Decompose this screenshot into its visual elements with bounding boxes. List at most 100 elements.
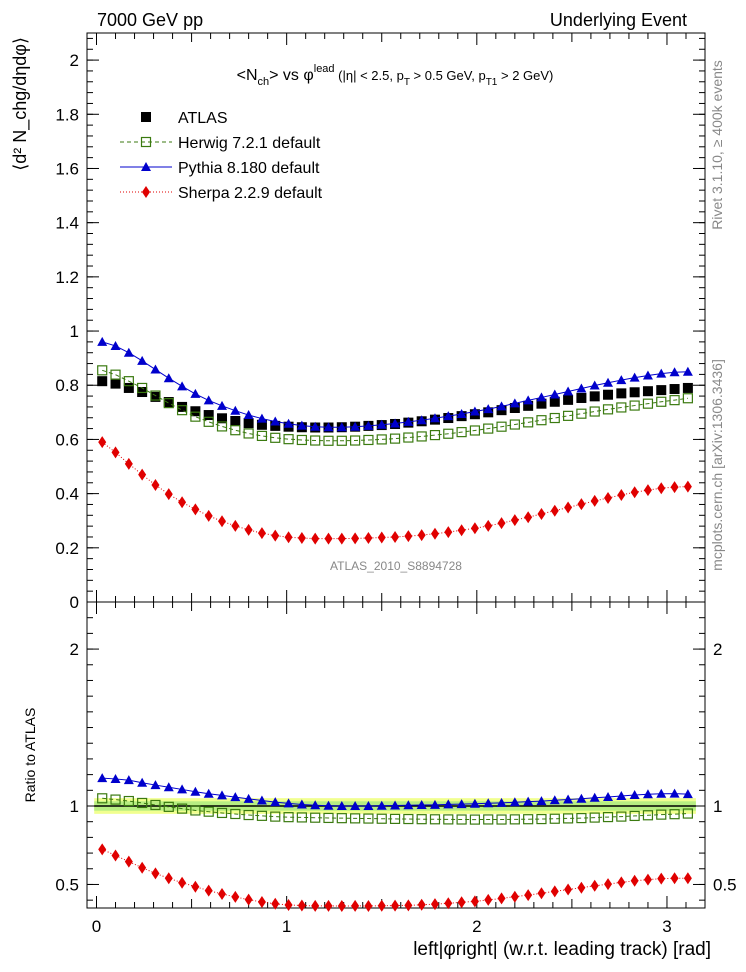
data-point-pythia [243,410,254,420]
legend-label-pythia: Pythia 8.180 default [178,160,320,177]
legend-label-herwig: Herwig 7.2.1 default [178,135,321,152]
ratio-point-sherpa [564,883,573,896]
data-point-atlas [576,392,587,403]
data-point-pythia [363,420,374,430]
ratio-point-pythia [177,784,188,794]
legend-item-herwig: Herwig 7.2.1 default [120,135,321,152]
data-point-pythia [629,372,640,382]
ratio-point-herwig [150,799,161,811]
data-point-pythia [283,418,294,428]
ratio-point-sherpa [337,899,346,912]
ratio-point-sherpa [231,890,240,903]
data-point-sherpa [564,501,573,514]
data-point-herwig [296,434,307,446]
data-point-pythia [469,406,480,416]
ratio-y-axis-label: Ratio to ATLAS [22,708,38,803]
ratio-point-herwig [256,810,268,821]
data-point-sherpa [324,532,333,545]
ratio-point-sherpa [164,872,173,885]
ratio-point-sherpa [457,896,466,909]
data-point-sherpa [510,514,519,527]
ratio-point-pythia [350,801,361,810]
legend-marker-sherpa [142,186,150,198]
data-point-sherpa [391,530,400,543]
ratio-point-sherpa [151,867,160,880]
y-tick-label-right: 2 [713,640,722,659]
data-point-atlas [523,400,534,411]
data-point-atlas [509,402,520,413]
data-point-pythia [97,336,108,346]
data-point-sherpa [617,488,626,501]
ratio-point-pythia [243,793,254,803]
series-line-herwig [102,369,688,442]
data-point-sherpa [284,531,293,544]
ratio-point-pythia [163,782,174,792]
ratio-point-herwig [97,793,108,804]
data-point-pythia [376,419,387,429]
ratio-point-pythia [563,794,574,804]
data-point-sherpa [364,532,373,545]
y-tick-label: 0.2 [55,539,79,558]
data-point-atlas [163,397,174,408]
data-point-pythia [163,373,174,383]
mcplots-label: mcplots.cern.ch [arXiv:1306.3436] [709,359,725,571]
ratio-point-herwig [469,814,481,825]
ratio-point-pythia [509,797,520,807]
ratio-point-herwig [389,813,401,824]
ratio-point-pythia [656,788,667,798]
data-point-herwig [137,382,148,394]
ratio-series-herwig [97,793,693,825]
ratio-point-pythia [217,790,228,800]
ratio-point-herwig [443,814,454,825]
data-point-herwig [350,435,361,446]
ratio-point-herwig [110,794,121,805]
data-point-sherpa [218,515,227,528]
data-point-pythia [509,398,520,408]
ratio-point-sherpa [138,861,147,874]
data-point-atlas [177,401,188,412]
legend: ATLAS Herwig 7.2.1 default Pythia 8.180 de… [120,110,323,202]
ratio-point-pythia [642,789,653,799]
data-point-herwig [562,410,574,421]
ratio-point-sherpa [271,897,280,910]
data-point-atlas [563,394,574,405]
y-tick-label: 2 [70,640,79,659]
data-point-herwig [176,405,188,416]
ratio-point-sherpa [604,878,613,891]
ratio-point-herwig [216,807,228,819]
ratio-series-pythia [97,773,693,810]
x-tick-label: 0 [92,917,101,936]
ratio-point-pythia [469,798,480,808]
ratio-point-herwig [656,809,667,820]
data-point-pythia [563,386,574,396]
ratio-point-sherpa [297,899,306,912]
data-point-herwig [629,400,640,411]
ratio-point-sherpa [617,876,626,889]
data-point-herwig [323,435,334,446]
data-point-pythia [177,381,188,391]
ratio-point-pythia [496,797,507,807]
ratio-point-herwig [589,812,600,823]
data-point-atlas [270,420,281,431]
data-point-sherpa [297,532,306,545]
ratio-point-herwig [336,813,347,824]
data-point-herwig [682,393,693,404]
data-point-sherpa [311,532,320,545]
data-point-sherpa [630,486,639,499]
data-point-sherpa [111,446,120,459]
ratio-point-sherpa [191,880,200,893]
x-tick-label: 1 [282,917,291,936]
ratio-point-herwig [682,808,693,819]
data-point-pythia [390,418,401,428]
ratio-point-pythia [456,799,467,809]
ratio-point-sherpa [324,899,333,912]
data-point-herwig [97,365,108,376]
data-point-sherpa [204,509,213,522]
ratio-point-herwig [363,813,374,824]
ratio-point-sherpa [244,893,253,906]
rivet-label: Rivet 3.1.10, ≥ 400k events [709,60,725,230]
ratio-point-sherpa [537,887,546,900]
ratio-point-sherpa [670,872,679,885]
y-tick-label: 1.6 [55,159,79,178]
ratio-line-sherpa [102,848,688,907]
